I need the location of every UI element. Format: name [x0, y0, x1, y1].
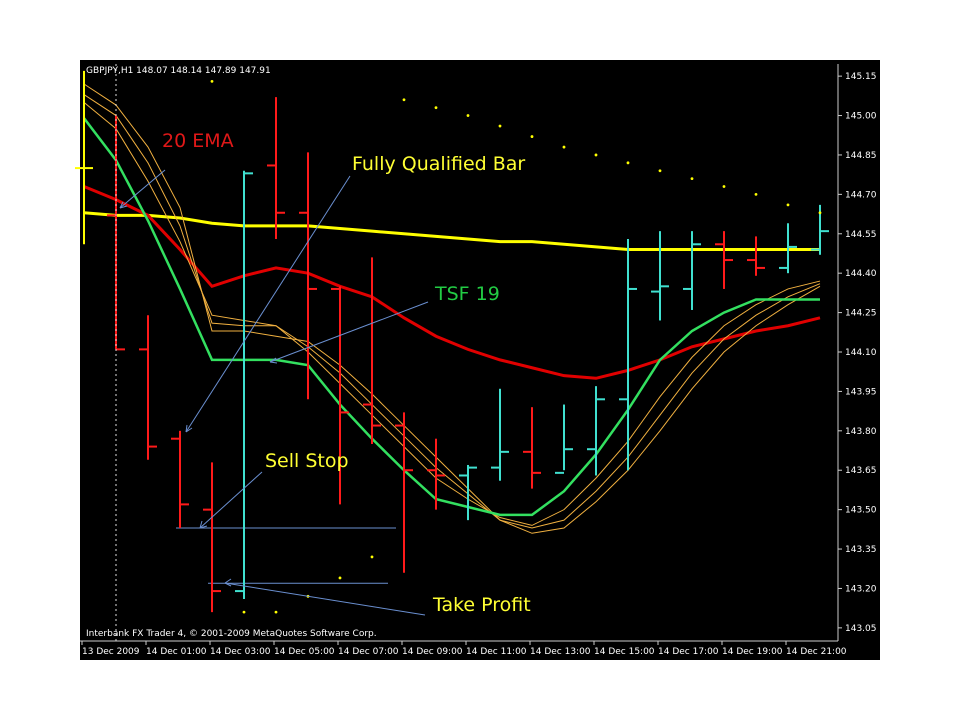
x-tick-label: 14 Dec 09:00 — [402, 647, 463, 657]
x-tick-label: 14 Dec 15:00 — [594, 647, 655, 657]
y-tick-label: 144.40 — [845, 269, 877, 279]
y-tick-label: 143.65 — [845, 466, 877, 476]
x-tick-label: 14 Dec 13:00 — [530, 647, 591, 657]
sar-dot — [402, 98, 406, 102]
x-tick-label: 14 Dec 03:00 — [210, 647, 271, 657]
indicator-line — [83, 185, 821, 380]
annotation: Take Profit — [432, 594, 531, 616]
indicator-line — [83, 94, 821, 529]
indicator-line — [83, 117, 820, 517]
annotation: Sell Stop — [265, 450, 349, 472]
y-tick-label: 144.70 — [845, 190, 877, 200]
y-tick-label: 143.95 — [845, 387, 877, 397]
x-tick-label: 14 Dec 01:00 — [146, 647, 207, 657]
plot-area — [75, 70, 829, 614]
sar-dot — [754, 192, 758, 196]
y-tick-label: 144.25 — [845, 309, 877, 319]
y-tick-label: 144.55 — [845, 230, 877, 240]
y-tick-label: 143.50 — [845, 506, 877, 516]
sar-dot — [690, 177, 694, 181]
x-tick-label: 14 Dec 17:00 — [658, 647, 719, 657]
chart-footer: Interbank FX Trader 4, © 2001-2009 MetaQ… — [86, 629, 377, 639]
x-tick-label: 13 Dec 2009 — [82, 647, 140, 657]
y-tick-label: 144.85 — [845, 151, 877, 161]
arrow — [199, 471, 263, 529]
annotation: 20 EMA — [162, 130, 234, 152]
sar-dot — [562, 145, 566, 149]
annotation-arrows — [119, 169, 429, 616]
sar-dot — [626, 161, 630, 165]
sar-dot — [818, 211, 822, 215]
arrow — [185, 175, 351, 433]
indicator-line — [83, 83, 821, 534]
chart-header: GBPJPY,H1 148.07 148.14 147.89 147.91 — [86, 66, 271, 76]
y-tick-label: 144.10 — [845, 348, 877, 358]
sar-dot — [466, 114, 470, 117]
sar-dot — [370, 555, 374, 559]
sar-dot — [786, 203, 790, 207]
arrow — [224, 582, 426, 616]
sar-dot — [242, 610, 246, 614]
y-tick-label: 143.20 — [845, 584, 877, 594]
sar-dot — [722, 185, 726, 188]
sar-dot — [434, 106, 438, 110]
arrow-heads — [119, 201, 278, 587]
sar-dot — [498, 124, 502, 128]
x-tick-label: 14 Dec 21:00 — [786, 647, 847, 657]
x-tick-label: 14 Dec 19:00 — [722, 647, 783, 657]
x-tick-label: 14 Dec 07:00 — [338, 647, 399, 657]
y-tick-label: 145.00 — [845, 112, 877, 122]
arrow — [269, 301, 429, 363]
y-tick-label: 143.80 — [845, 427, 877, 437]
sar-dot — [210, 79, 214, 83]
sar-dot — [658, 169, 662, 173]
y-tick-label: 143.05 — [845, 624, 877, 634]
indicator-line — [83, 211, 820, 252]
x-tick-label: 14 Dec 05:00 — [274, 647, 335, 657]
indicator-line — [83, 102, 821, 526]
x-tick-label: 14 Dec 11:00 — [466, 647, 527, 657]
arrow — [119, 169, 166, 209]
y-tick-label: 145.15 — [845, 72, 877, 82]
annotation: Fully Qualified Bar — [352, 153, 525, 175]
sar-dot — [338, 576, 342, 580]
sar-dot — [594, 153, 598, 157]
sar-dot — [530, 135, 534, 138]
sar-dot — [274, 610, 278, 614]
annotation: TSF 19 — [434, 283, 500, 305]
y-tick-label: 143.35 — [845, 545, 877, 555]
